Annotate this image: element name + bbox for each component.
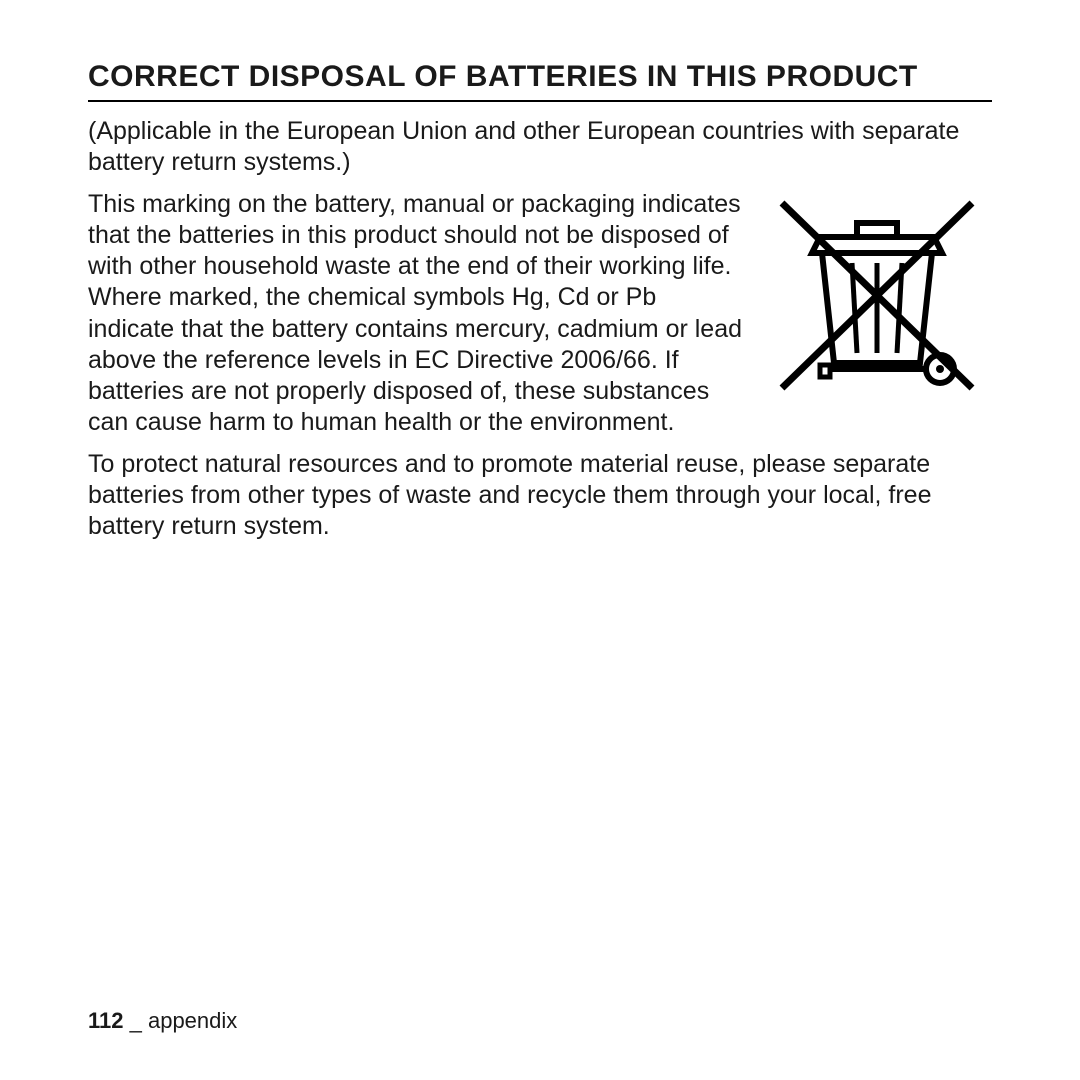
footer-separator: _ — [124, 1008, 148, 1033]
recycling-instruction-paragraph: To protect natural resources and to prom… — [88, 449, 992, 543]
section-name: appendix — [148, 1008, 237, 1033]
page-number: 112 — [88, 1008, 124, 1033]
applicability-note: (Applicable in the European Union and ot… — [88, 116, 992, 179]
page-footer: 112 _ appendix — [88, 1008, 237, 1034]
weee-crossed-bin-icon — [762, 193, 992, 408]
body-text-block: This marking on the battery, manual or p… — [88, 189, 992, 543]
section-title: CORRECT DISPOSAL OF BATTERIES IN THIS PR… — [88, 60, 992, 102]
document-page: CORRECT DISPOSAL OF BATTERIES IN THIS PR… — [0, 0, 1080, 1080]
